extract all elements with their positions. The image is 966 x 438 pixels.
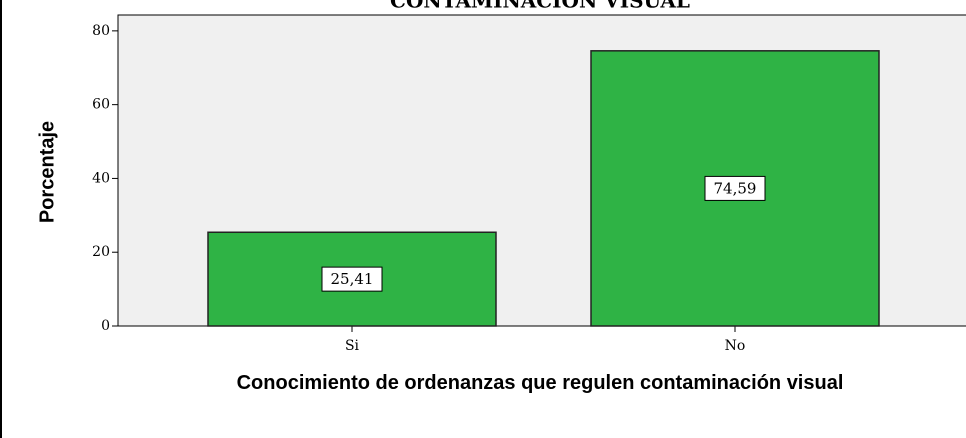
- value-label-box: [321, 266, 383, 292]
- y-tick-label: 80: [92, 23, 110, 39]
- value-label: 25,41: [331, 270, 374, 288]
- y-tick-label: 40: [92, 170, 110, 186]
- value-label-box: [704, 175, 766, 201]
- y-axis-label: Porcentaje: [36, 121, 58, 223]
- y-tick-label: 20: [92, 244, 110, 260]
- y-tick-label: 0: [101, 318, 110, 334]
- y-tick-label: 60: [92, 97, 110, 113]
- chart-title: CONTAMINACIÓN VISUAL: [390, 0, 690, 13]
- x-tick-label: No: [725, 338, 746, 354]
- value-label: 74,59: [714, 179, 757, 197]
- x-axis-label: Conocimiento de ordenanzas que regulen c…: [236, 372, 844, 394]
- x-tick-label: Si: [345, 338, 360, 354]
